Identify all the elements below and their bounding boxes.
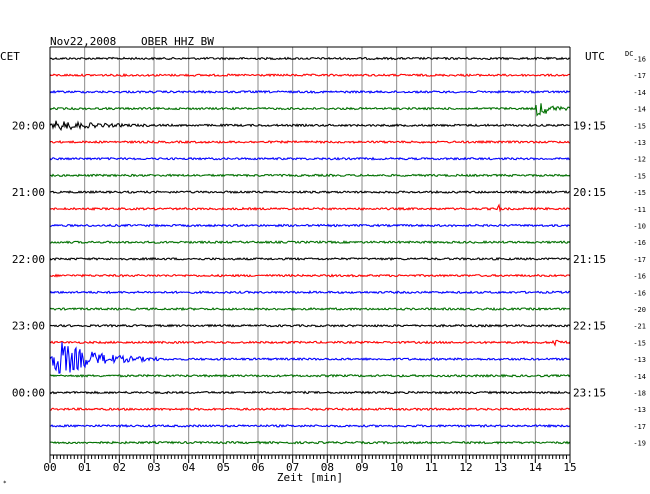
x-tick-label: 08 [321, 461, 334, 474]
trace-line-7 [49, 173, 571, 178]
trace-line-13 [49, 273, 571, 278]
x-tick-label: 02 [113, 461, 126, 474]
x-tick-label: 04 [182, 461, 196, 474]
x-tick-label: 03 [147, 461, 160, 474]
dc-value: -17 [633, 256, 646, 264]
x-tick-label: 12 [459, 461, 472, 474]
x-tick-label: 15 [563, 461, 576, 474]
trace-line-10 [50, 223, 571, 228]
trace-line-5 [49, 139, 571, 145]
dc-value: -13 [633, 356, 646, 364]
x-tick-label: 09 [355, 461, 368, 474]
x-axis: 00 01 02 03 04 05 06 07 08 09 10 11 12 13 14 15 [43, 455, 577, 474]
right-time-label: 19:15 [573, 119, 606, 132]
dc-value: -15 [633, 122, 646, 130]
dc-value: -14 [633, 373, 646, 381]
x-axis-label: Zeit [min] [277, 471, 343, 484]
x-tick-label: 06 [251, 461, 264, 474]
station-label: OBER HHZ BW [141, 35, 214, 48]
trace-line-12 [49, 256, 571, 261]
dc-value: -17 [633, 72, 646, 80]
x-tick-label: 07 [286, 461, 299, 474]
corner-mark: * [3, 480, 7, 487]
trace-group [49, 56, 571, 445]
dc-value: -13 [633, 139, 646, 147]
trace-line-22 [49, 423, 571, 429]
x-tick-label: 00 [43, 461, 56, 474]
trace-line-21 [49, 407, 571, 412]
trace-line-3 [49, 103, 571, 117]
vertical-minute-grid [84, 47, 536, 455]
trace-line-20 [49, 390, 571, 395]
x-tick-label: 14 [529, 461, 543, 474]
trace-line-4 [49, 120, 571, 131]
right-time-label: 21:15 [573, 253, 606, 266]
trace-line-1 [49, 73, 571, 78]
dc-value: -18 [633, 390, 646, 398]
dc-value: -19 [633, 440, 646, 448]
trace-line-2 [49, 89, 571, 94]
left-time-label: 23:00 [12, 320, 45, 333]
dc-value: -14 [633, 106, 646, 114]
cet-label: CET [0, 50, 20, 63]
dc-value: -13 [633, 406, 646, 414]
dc-value: -16 [633, 56, 646, 64]
x-tick-label: 11 [425, 461, 438, 474]
x-tick-label: 01 [78, 461, 91, 474]
dc-value: -21 [633, 323, 646, 331]
date-label: Nov22,2008 [50, 35, 116, 48]
x-tick-label: 05 [217, 461, 230, 474]
trace-line-23 [49, 440, 571, 445]
dc-value: -17 [633, 423, 646, 431]
right-time-label: 20:15 [573, 186, 606, 199]
utc-label: UTC [585, 50, 605, 63]
trace-line-18 [49, 342, 571, 374]
trace-line-14 [49, 290, 571, 295]
trace-line-16 [49, 323, 571, 328]
x-tick-label: 13 [494, 461, 507, 474]
right-time-label: 23:15 [573, 387, 606, 400]
left-time-label: 20:00 [12, 119, 45, 132]
x-tick-label: 10 [390, 461, 403, 474]
dc-value: -14 [633, 89, 646, 97]
trace-line-8 [49, 189, 571, 195]
right-time-labels: 19:15 20:15 21:15 22:15 23:15 [573, 119, 606, 399]
left-time-label: 00:00 [12, 387, 45, 400]
dc-values: -16 -17 -14 -14 -15 -13 -12 -15 -15 -11 -10 -16 -17 -… [633, 56, 646, 448]
dc-value: -10 [633, 223, 646, 231]
dc-value: -12 [633, 156, 646, 164]
left-time-label: 22:00 [12, 253, 45, 266]
dc-value: -16 [633, 273, 646, 281]
trace-line-9 [49, 203, 571, 213]
dc-value: -11 [633, 206, 646, 214]
right-time-label: 22:15 [573, 320, 606, 333]
trace-line-0 [49, 56, 571, 61]
dc-value: -20 [633, 306, 646, 314]
trace-line-17 [49, 339, 571, 347]
dc-value: -15 [633, 172, 646, 180]
dc-value: -16 [633, 289, 646, 297]
dc-value: -15 [633, 339, 646, 347]
left-time-labels: 20:00 21:00 22:00 23:00 00:00 [12, 119, 45, 399]
dc-value: -16 [633, 239, 646, 247]
trace-line-15 [49, 306, 571, 312]
trace-line-19 [49, 373, 571, 379]
dc-value: -15 [633, 189, 646, 197]
left-time-label: 21:00 [12, 186, 45, 199]
dc-header-label: DC [625, 50, 633, 58]
trace-line-11 [49, 240, 571, 245]
trace-line-6 [49, 156, 571, 161]
